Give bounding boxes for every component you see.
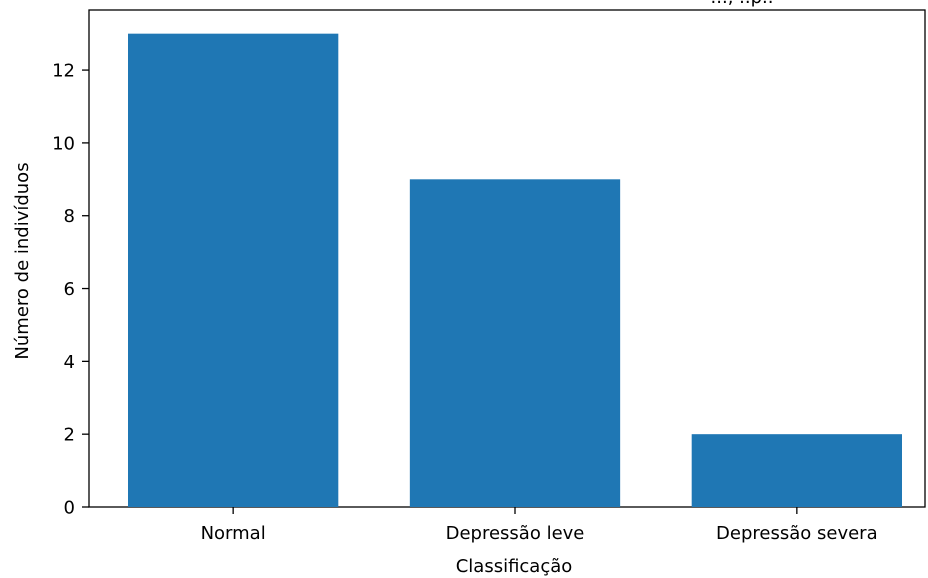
y-axis-ticks: 0 2 4 6 8 10 12 xyxy=(52,61,89,519)
y-tick-label: 8 xyxy=(64,206,75,227)
chart-title: ..., ..p.. xyxy=(711,0,774,8)
x-tick-label: Depressão leve xyxy=(446,523,585,544)
x-tick-label: Normal xyxy=(201,523,266,544)
bar-depress-o-severa xyxy=(691,434,902,507)
bars xyxy=(128,33,902,508)
bar-normal xyxy=(128,33,339,508)
y-tick-label: 10 xyxy=(52,133,75,154)
bar-depress-o-leve xyxy=(409,179,621,507)
x-tick-label: Depressão severa xyxy=(716,523,878,544)
y-tick-label: 2 xyxy=(64,425,75,446)
y-axis-label: Número de indivíduos xyxy=(12,162,33,359)
y-tick-label: 0 xyxy=(64,498,75,519)
y-tick-label: 12 xyxy=(52,61,75,82)
x-axis-ticks: Normal Depressão leve Depressão severa xyxy=(201,507,878,544)
x-axis-label: Classificação xyxy=(456,556,573,577)
y-tick-label: 4 xyxy=(64,352,75,373)
y-tick-label: 6 xyxy=(64,279,75,300)
